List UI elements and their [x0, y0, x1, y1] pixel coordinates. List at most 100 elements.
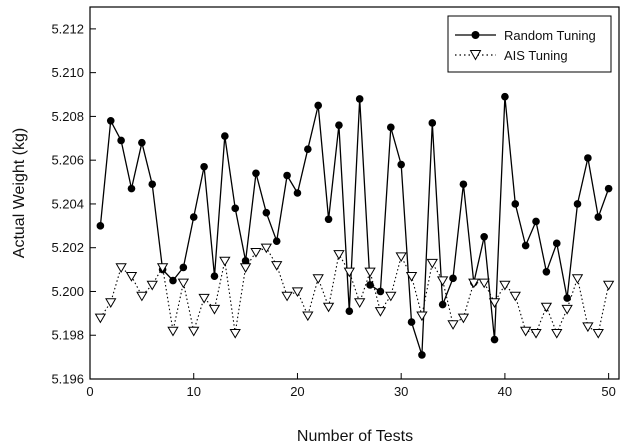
data-point: [117, 136, 125, 145]
data-point: [418, 351, 426, 359]
y-tick-label: 5.212: [51, 21, 84, 36]
data-point: [511, 200, 520, 208]
data-point: [115, 263, 127, 273]
data-point: [314, 101, 322, 110]
data-point: [604, 184, 613, 193]
data-point: [200, 162, 208, 171]
data-point: [106, 116, 115, 125]
x-axis-title: Number of Tests: [297, 428, 413, 445]
data-point: [302, 311, 314, 322]
data-point: [563, 294, 571, 302]
series-line-ais-tuning: [99, 247, 610, 335]
data-point: [551, 328, 563, 339]
data-point: [594, 213, 603, 221]
y-tick-label: 5.198: [51, 328, 84, 343]
data-point: [438, 300, 447, 309]
data-point: [584, 154, 592, 162]
data-point: [478, 278, 490, 289]
data-point: [291, 287, 304, 298]
series-layer: [94, 92, 615, 359]
data-point: [177, 278, 190, 289]
legend-marker-random: [471, 31, 480, 39]
x-tick-label: 50: [601, 384, 615, 399]
data-point: [105, 298, 117, 309]
data-point: [136, 291, 148, 302]
data-point: [364, 267, 376, 278]
data-point: [480, 232, 488, 241]
data-point: [343, 267, 355, 278]
data-point: [293, 189, 302, 197]
series-random-tuning: [96, 92, 613, 359]
data-point: [148, 180, 157, 189]
data-point: [509, 291, 521, 302]
data-point: [156, 263, 169, 273]
data-point: [127, 184, 136, 193]
data-point: [542, 267, 551, 276]
data-point: [405, 272, 418, 282]
y-tick-label: 5.200: [51, 284, 84, 299]
data-point: [354, 298, 366, 309]
data-point: [355, 95, 364, 103]
data-point: [283, 171, 291, 180]
data-point: [488, 298, 501, 309]
data-point: [592, 328, 604, 339]
series-ais-tuning: [94, 243, 615, 339]
data-point: [221, 132, 229, 140]
data-point: [189, 213, 198, 221]
legend-label-random: Random Tuning: [504, 28, 596, 43]
data-point: [499, 280, 511, 291]
data-point: [169, 276, 177, 285]
y-axis-title: Actual Weight (kg): [11, 128, 28, 258]
y-tick-label: 5.196: [51, 372, 84, 387]
data-point: [239, 263, 252, 273]
y-axis: 5.196 5.198 5.200 5.202 5.204 5.206 5.208 5.210…: [51, 21, 96, 387]
data-point: [333, 250, 345, 260]
data-point: [521, 241, 530, 250]
x-tick-label: 40: [498, 384, 512, 399]
data-point: [345, 307, 354, 315]
data-point: [188, 326, 200, 337]
x-axis: 0 10 20 30 40 50: [86, 373, 616, 399]
data-point: [138, 138, 146, 147]
data-point: [312, 274, 324, 284]
data-point: [229, 328, 241, 339]
data-point: [260, 243, 273, 254]
data-point: [468, 278, 480, 289]
data-point: [96, 222, 105, 230]
data-point: [241, 257, 250, 265]
data-point: [281, 291, 293, 302]
data-point: [210, 272, 219, 280]
data-point: [582, 322, 594, 333]
y-tick-label: 5.204: [51, 196, 84, 211]
series-line-random-tuning: [99, 96, 610, 356]
data-point: [395, 252, 407, 263]
data-point: [519, 326, 532, 337]
data-point: [250, 247, 262, 258]
data-point: [335, 121, 343, 129]
data-point: [322, 302, 335, 313]
x-tick-label: 30: [394, 384, 408, 399]
legend-marker-ais: [469, 50, 482, 61]
y-tick-label: 5.208: [51, 109, 84, 124]
legend: Random Tuning AIS Tuning: [447, 15, 612, 73]
data-point: [571, 274, 584, 284]
data-point: [146, 280, 158, 291]
data-point: [376, 287, 385, 296]
legend-label-ais: AIS Tuning: [504, 48, 568, 63]
data-point: [304, 145, 312, 154]
data-point: [198, 293, 210, 304]
data-point: [385, 291, 397, 302]
plot-area: [89, 6, 620, 380]
data-point: [552, 239, 561, 248]
data-point: [271, 261, 283, 271]
data-point: [262, 208, 271, 217]
data-point: [407, 318, 416, 326]
data-point: [426, 258, 438, 269]
y-tick-label: 5.206: [51, 153, 84, 168]
data-point: [252, 169, 260, 178]
data-point: [387, 123, 395, 132]
x-tick-label: 20: [290, 384, 304, 399]
data-point: [167, 326, 179, 337]
y-tick-label: 5.202: [51, 240, 84, 255]
